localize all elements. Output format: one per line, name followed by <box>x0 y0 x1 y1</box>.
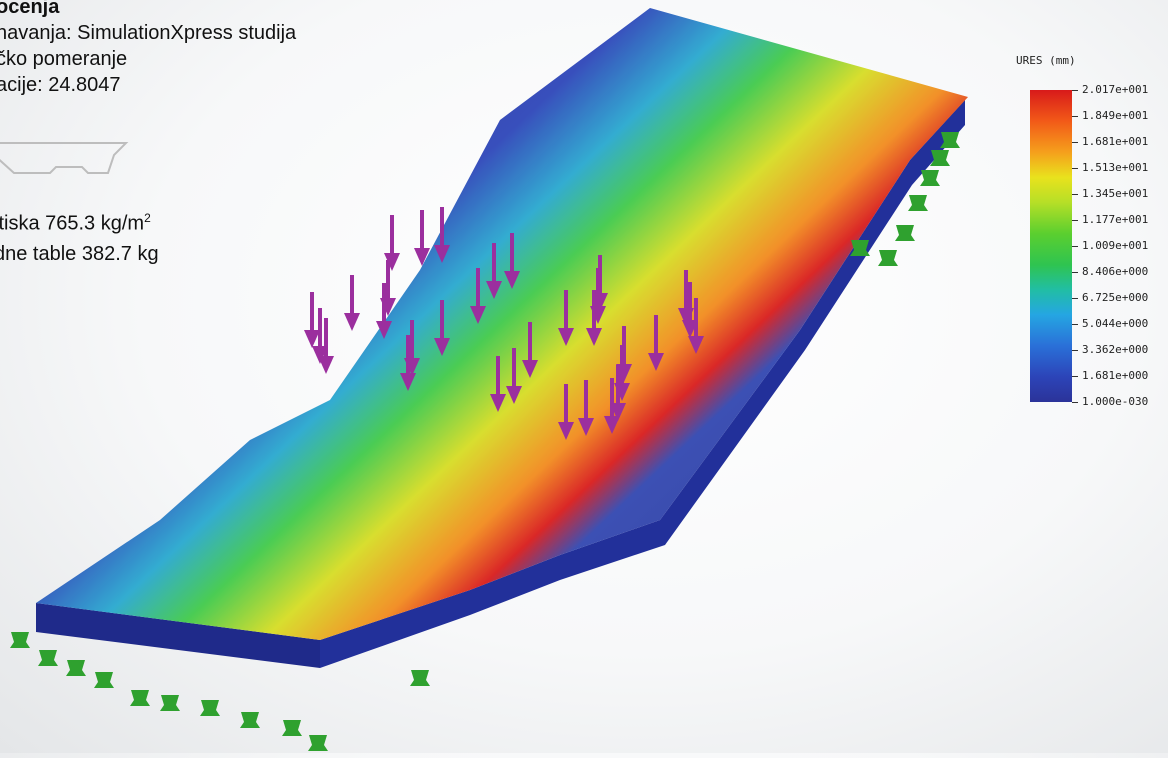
legend-tick <box>1072 168 1078 169</box>
fixture-icon <box>282 720 302 736</box>
plate-top-shading <box>36 8 968 640</box>
study-name-text: navanja: SimulationXpress studija <box>0 22 297 44</box>
legend-tick-label: 3.362e+000 <box>1082 343 1149 356</box>
load-arrow-icon <box>414 210 430 266</box>
study-info-title: ocenja <box>0 0 60 18</box>
legend-tick <box>1072 350 1078 351</box>
result-type-text: čko pomeranje <box>0 48 128 70</box>
legend-tick-label: 1.513e+001 <box>1082 161 1149 174</box>
fixture-icon <box>895 225 915 241</box>
legend-tick <box>1072 246 1078 247</box>
study-info-panel: ocenja navanja: SimulationXpress studija… <box>0 0 296 98</box>
fixture-icon <box>240 712 260 728</box>
fixture-icon <box>160 695 180 711</box>
legend-tick-label: 1.681e+000 <box>1082 369 1149 382</box>
legend-tick-label: 2.017e+001 <box>1082 83 1149 96</box>
load-info-panel: itiska 765.3 kg/m2 dne table 382.7 kg <box>0 203 159 269</box>
load-arrow-icon <box>558 384 574 440</box>
load-arrow-icon <box>648 315 664 371</box>
legend-ticks: 2.017e+001 1.849e+001 1.681e+001 1.513e+001… <box>1072 83 1156 408</box>
legend-tick-label: 8.406e+000 <box>1082 265 1149 278</box>
legend-tick <box>1072 220 1078 221</box>
legend-tick <box>1072 376 1078 377</box>
legend-tick-label: 1.849e+001 <box>1082 109 1149 122</box>
fixture-icon <box>878 250 898 266</box>
legend-tick-label: 1.177e+001 <box>1082 213 1149 226</box>
legend-tick <box>1072 90 1078 91</box>
legend-tick-label: 1.009e+001 <box>1082 239 1149 252</box>
fixture-icon <box>940 132 960 148</box>
plate-front-edge <box>36 603 320 668</box>
load-arrow-icon <box>376 283 392 339</box>
fixture-icon <box>10 632 30 648</box>
fixture-icon <box>908 195 928 211</box>
fixture-icon <box>66 660 86 676</box>
fixture-icon <box>94 672 114 688</box>
fixture-icon <box>410 670 430 686</box>
fixture-icon <box>920 170 940 186</box>
load-arrow-icon <box>486 243 502 299</box>
load-arrow-icon <box>490 356 506 412</box>
fixture-icon <box>308 735 328 751</box>
legend-tick-label: 1.000e-030 <box>1082 395 1149 408</box>
pressure-text: itiska 765.3 kg/m2 <box>0 211 151 235</box>
load-arrow-icon <box>434 207 450 263</box>
load-arrow-icon <box>384 215 400 271</box>
load-arrow-icon <box>522 322 538 378</box>
fixture-icon <box>200 700 220 716</box>
load-arrow-icon <box>504 233 520 289</box>
fixture-icon <box>930 150 950 166</box>
deformation-scale-text: acije: 24.8047 <box>0 74 121 96</box>
legend-tick <box>1072 324 1078 325</box>
legend-tick-label: 1.681e+001 <box>1082 135 1149 148</box>
load-arrow-icon <box>604 378 620 434</box>
fixture-icon <box>38 650 58 666</box>
legend-tick-label: 6.725e+000 <box>1082 291 1149 304</box>
load-arrow-icon <box>586 290 602 346</box>
load-arrow-icon <box>578 380 594 436</box>
load-arrow-icon <box>470 268 486 324</box>
load-arrows <box>304 207 704 440</box>
fixture-markers <box>10 132 960 751</box>
legend-tick <box>1072 272 1078 273</box>
load-arrow-icon <box>318 318 334 374</box>
load-arrow-icon <box>434 300 450 356</box>
load-arrow-icon <box>400 335 416 391</box>
legend-tick-label: 5.044e+000 <box>1082 317 1149 330</box>
legend-tick <box>1072 194 1078 195</box>
legend-tick <box>1072 298 1078 299</box>
mass-text: dne table 382.7 kg <box>0 242 159 265</box>
legend-tick <box>1072 402 1078 403</box>
legend-tick <box>1072 116 1078 117</box>
legend-colorbar <box>1030 90 1072 402</box>
load-arrow-icon <box>344 275 360 331</box>
load-arrow-icon <box>558 290 574 346</box>
load-arrow-icon <box>688 298 704 354</box>
ures-legend: URES (mm) 2.017e+001 1.849e+001 1.681e+001… <box>1016 50 1156 420</box>
legend-tick <box>1072 142 1078 143</box>
legend-title: URES (mm) <box>1016 54 1076 67</box>
fixture-icon <box>130 690 150 706</box>
load-arrow-icon <box>304 292 320 348</box>
plank-profile-icon <box>0 142 129 174</box>
plate-top-surface <box>36 8 968 640</box>
fixture-icon <box>850 240 870 256</box>
load-arrow-icon <box>506 348 522 404</box>
legend-tick-label: 1.345e+001 <box>1082 187 1149 200</box>
